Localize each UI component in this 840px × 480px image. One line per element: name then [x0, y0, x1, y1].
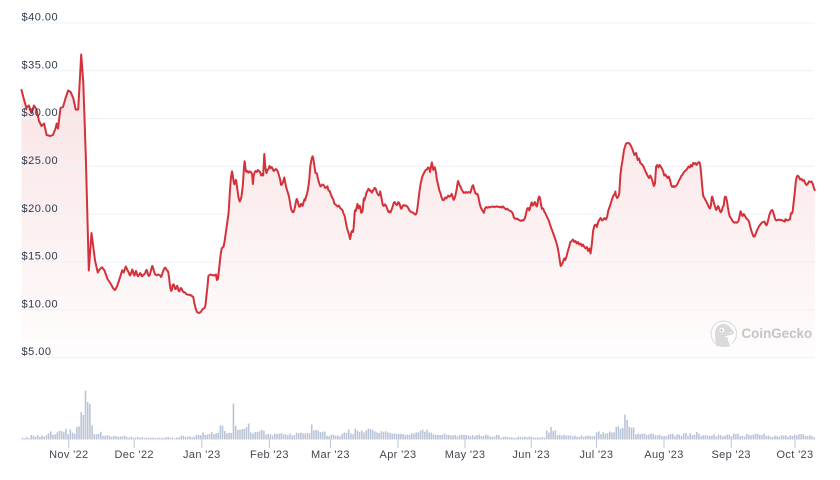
svg-text:$20.00: $20.00: [22, 203, 59, 215]
svg-text:Nov '22: Nov '22: [49, 449, 88, 461]
svg-text:Feb '23: Feb '23: [250, 449, 289, 461]
svg-text:Dec '22: Dec '22: [114, 449, 153, 461]
svg-text:Jul '23: Jul '23: [579, 449, 613, 461]
svg-text:Aug '23: Aug '23: [644, 449, 683, 461]
svg-text:$25.00: $25.00: [22, 155, 59, 167]
svg-text:Mar '23: Mar '23: [311, 449, 350, 461]
svg-text:$40.00: $40.00: [22, 12, 59, 24]
svg-text:Oct '23: Oct '23: [777, 449, 814, 461]
svg-text:$10.00: $10.00: [22, 298, 59, 310]
svg-text:$35.00: $35.00: [22, 59, 59, 71]
svg-text:$30.00: $30.00: [22, 107, 59, 119]
svg-text:CoinGecko: CoinGecko: [742, 326, 813, 341]
svg-text:Apr '23: Apr '23: [380, 449, 417, 461]
svg-text:Jan '23: Jan '23: [183, 449, 221, 461]
svg-text:$5.00: $5.00: [22, 346, 52, 358]
svg-text:$15.00: $15.00: [22, 251, 59, 263]
svg-text:May '23: May '23: [445, 449, 486, 461]
svg-text:Jun '23: Jun '23: [512, 449, 550, 461]
svg-text:Sep '23: Sep '23: [711, 449, 750, 461]
